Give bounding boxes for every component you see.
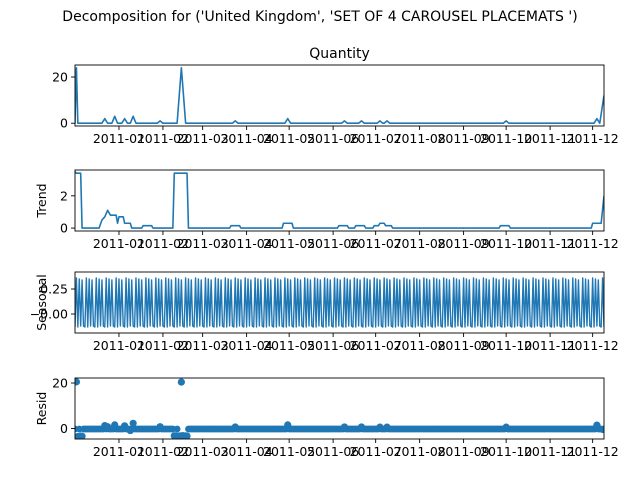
resid-point [593, 421, 601, 429]
plot-area [75, 171, 604, 229]
x-tick-label: 2011-06 [307, 444, 359, 459]
x-tick-label: 2011-01 [93, 338, 145, 353]
axes-frame [74, 64, 605, 127]
x-tick-label: 2011-06 [307, 131, 359, 146]
seasonal-line [75, 277, 604, 328]
resid-point [183, 432, 191, 439]
plot-area [75, 277, 604, 328]
x-tick-label: 2011-12 [567, 131, 619, 146]
y-tick-label: 20 [52, 70, 68, 85]
resid-point [121, 422, 129, 430]
series-line [75, 171, 604, 229]
x-tick-label: 2011-08 [394, 444, 446, 459]
x-tick-label: 2011-10 [480, 236, 532, 251]
x-tick-label: 2011-01 [93, 131, 145, 146]
x-tick-label: 2011-02 [137, 131, 189, 146]
panel-1: 0202011-012011-022011-032011-042011-0520… [52, 46, 619, 146]
resid-point [340, 423, 349, 431]
plot-area [75, 378, 604, 439]
resid-point [75, 378, 81, 386]
x-tick-label: 2011-10 [480, 338, 532, 353]
resid-point [231, 423, 239, 431]
axes-frame [74, 169, 605, 232]
x-tick-label: 2011-09 [437, 338, 489, 353]
resid-point [284, 421, 292, 429]
x-tick-label: 2011-05 [263, 131, 315, 146]
y-tick-label: 0.25 [40, 282, 68, 297]
x-tick-label: 2011-07 [350, 131, 402, 146]
x-tick-label: 2011-08 [394, 236, 446, 251]
x-tick-label: 2011-05 [263, 338, 315, 353]
panel-title: Quantity [309, 46, 370, 62]
x-tick-label: 2011-10 [480, 444, 532, 459]
resid-point [173, 425, 181, 433]
x-tick-label: 2011-03 [177, 444, 229, 459]
x-tick-label: 2011-08 [394, 338, 446, 353]
resid-point [177, 378, 185, 386]
x-tick-label: 2011-05 [263, 444, 315, 459]
resid-point [598, 425, 604, 434]
x-tick-label: 2011-04 [220, 338, 272, 353]
axes-frame [74, 271, 605, 334]
x-tick-label: 2011-04 [220, 444, 272, 459]
y-tick-label: 0 [60, 116, 68, 131]
x-tick-label: 2011-06 [307, 236, 359, 251]
y-axis-label: Seasonal [34, 274, 49, 331]
x-tick-label: 2011-06 [307, 338, 359, 353]
resid-point [129, 419, 137, 427]
resid-point [78, 432, 86, 439]
x-tick-label: 2011-08 [394, 131, 446, 146]
figure-title: Decomposition for ('United Kingdom', 'SE… [62, 9, 577, 25]
x-tick-label: 2011-11 [524, 131, 576, 146]
x-tick-label: 2011-12 [567, 236, 619, 251]
resid-point [376, 423, 384, 431]
x-tick-label: 2011-01 [93, 236, 145, 251]
y-axis-label: Trend [34, 183, 49, 218]
resid-point [383, 423, 391, 431]
y-axis-label: Resid [34, 392, 49, 426]
y-tick-label: 0 [60, 221, 68, 236]
resid-point [104, 423, 112, 431]
resid-point [502, 423, 510, 431]
x-tick-label: 2011-02 [137, 444, 189, 459]
x-tick-label: 2011-07 [350, 444, 402, 459]
x-tick-label: 2011-07 [350, 236, 402, 251]
panels-group: 0202011-012011-022011-032011-042011-0520… [30, 46, 619, 459]
x-tick-label: 2011-03 [177, 131, 229, 146]
x-tick-label: 2011-07 [350, 338, 402, 353]
y-tick-label: 2 [60, 188, 68, 203]
resid-point [126, 426, 134, 435]
x-tick-label: 2011-11 [524, 236, 576, 251]
x-tick-label: 2011-02 [137, 236, 189, 251]
x-tick-label: 2011-09 [437, 131, 489, 146]
x-tick-label: 2011-05 [263, 236, 315, 251]
x-tick-label: 2011-04 [220, 236, 272, 251]
x-tick-label: 2011-10 [480, 131, 532, 146]
x-tick-label: 2011-09 [437, 236, 489, 251]
panel-3: 0.25−0.002011-012011-022011-032011-04201… [30, 271, 619, 353]
x-tick-label: 2011-12 [567, 444, 619, 459]
x-tick-label: 2011-03 [177, 338, 229, 353]
x-tick-label: 2011-01 [93, 444, 145, 459]
y-tick-label: 0 [60, 421, 68, 436]
x-tick-label: 2011-12 [567, 338, 619, 353]
x-tick-label: 2011-11 [524, 444, 576, 459]
series-line [75, 66, 604, 125]
x-tick-label: 2011-11 [524, 338, 576, 353]
panel-2: 022011-012011-022011-032011-042011-05201… [34, 169, 619, 251]
resid-point [357, 423, 366, 431]
x-tick-label: 2011-03 [177, 236, 229, 251]
axes-frame [74, 377, 605, 440]
y-tick-label: −0.00 [30, 307, 68, 322]
x-tick-label: 2011-04 [220, 131, 272, 146]
plot-area [75, 66, 604, 125]
resid-point [111, 421, 119, 429]
x-tick-label: 2011-02 [137, 338, 189, 353]
y-tick-label: 20 [52, 376, 68, 391]
x-tick-label: 2011-09 [437, 444, 489, 459]
panel-4: 0202011-012011-022011-032011-042011-0520… [34, 376, 619, 459]
resid-point [156, 423, 164, 431]
